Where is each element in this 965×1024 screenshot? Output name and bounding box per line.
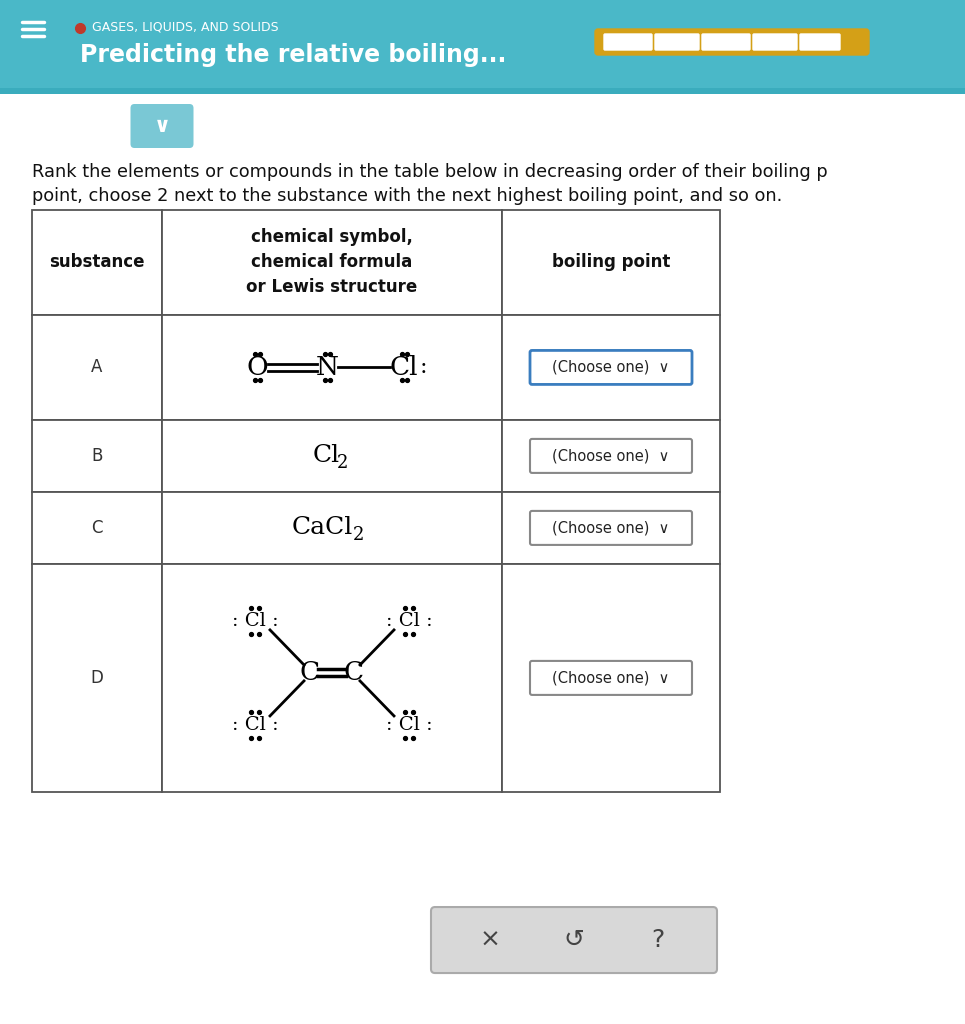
Bar — [32, 492, 162, 564]
Text: :: : — [419, 356, 427, 379]
Text: : Cl :: : Cl : — [386, 612, 432, 630]
FancyBboxPatch shape — [530, 350, 692, 384]
Text: 2: 2 — [352, 526, 364, 544]
Text: (Choose one)  ∨: (Choose one) ∨ — [552, 671, 670, 685]
FancyBboxPatch shape — [800, 34, 840, 50]
FancyBboxPatch shape — [595, 29, 869, 55]
Text: 2: 2 — [337, 454, 347, 472]
Bar — [502, 210, 720, 315]
Bar — [32, 210, 162, 315]
Bar — [162, 420, 502, 492]
FancyBboxPatch shape — [604, 34, 652, 50]
Text: (Choose one)  ∨: (Choose one) ∨ — [552, 520, 670, 536]
FancyBboxPatch shape — [655, 34, 699, 50]
Text: D: D — [91, 669, 103, 687]
Text: A: A — [92, 358, 102, 377]
Text: Rank the elements or compounds in the table below in decreasing order of their b: Rank the elements or compounds in the ta… — [32, 163, 828, 181]
Bar — [162, 210, 502, 315]
Bar — [32, 420, 162, 492]
Bar — [0, 88, 965, 94]
Text: Cl: Cl — [390, 355, 418, 380]
Bar — [502, 564, 720, 792]
Text: ?: ? — [651, 928, 665, 952]
Bar — [502, 420, 720, 492]
FancyBboxPatch shape — [431, 907, 717, 973]
Text: substance: substance — [49, 253, 145, 271]
Text: C: C — [344, 660, 364, 685]
Text: ∨: ∨ — [153, 116, 171, 136]
Text: Predicting the relative boiling...: Predicting the relative boiling... — [80, 43, 507, 67]
Text: (Choose one)  ∨: (Choose one) ∨ — [552, 359, 670, 375]
Text: : Cl :: : Cl : — [232, 612, 278, 630]
Bar — [32, 315, 162, 420]
FancyBboxPatch shape — [753, 34, 797, 50]
Text: CaCl: CaCl — [291, 516, 352, 540]
Text: N: N — [316, 355, 339, 380]
FancyBboxPatch shape — [130, 104, 194, 148]
Bar — [0, 0, 965, 88]
Bar — [162, 492, 502, 564]
Text: : Cl :: : Cl : — [386, 716, 432, 734]
FancyBboxPatch shape — [702, 34, 750, 50]
Text: (Choose one)  ∨: (Choose one) ∨ — [552, 449, 670, 464]
Bar — [502, 315, 720, 420]
Text: boiling point: boiling point — [552, 253, 670, 271]
Text: C: C — [92, 519, 102, 537]
Text: Cl: Cl — [313, 444, 340, 467]
Text: ×: × — [480, 928, 501, 952]
Text: : Cl :: : Cl : — [232, 716, 278, 734]
Text: C: C — [300, 660, 320, 685]
Bar — [32, 564, 162, 792]
FancyBboxPatch shape — [530, 511, 692, 545]
Text: point, choose 2 next to the substance with the next highest boiling point, and s: point, choose 2 next to the substance wi… — [32, 187, 783, 205]
Text: chemical symbol,
chemical formula
or Lewis structure: chemical symbol, chemical formula or Lew… — [246, 228, 418, 296]
Text: B: B — [92, 446, 102, 465]
Text: ↺: ↺ — [564, 928, 585, 952]
FancyBboxPatch shape — [530, 660, 692, 695]
FancyBboxPatch shape — [530, 439, 692, 473]
Bar — [502, 492, 720, 564]
Bar — [162, 315, 502, 420]
Text: GASES, LIQUIDS, AND SOLIDS: GASES, LIQUIDS, AND SOLIDS — [92, 20, 279, 34]
Text: O: O — [246, 355, 268, 380]
Bar — [162, 564, 502, 792]
